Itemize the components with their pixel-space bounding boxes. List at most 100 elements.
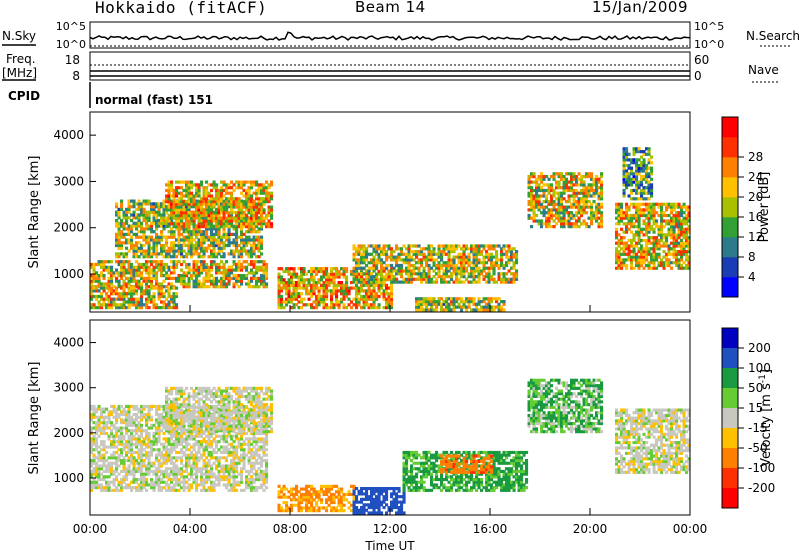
data-cell bbox=[312, 300, 316, 304]
data-cell bbox=[135, 246, 139, 250]
data-cell bbox=[662, 263, 666, 268]
data-cell bbox=[460, 252, 464, 256]
data-cell bbox=[310, 289, 314, 293]
data-cell bbox=[147, 271, 151, 275]
data-cell bbox=[150, 207, 154, 211]
data-cell bbox=[412, 266, 416, 270]
data-cell bbox=[277, 283, 281, 287]
data-cell bbox=[140, 294, 144, 299]
data-cell bbox=[407, 244, 411, 248]
data-cell bbox=[167, 276, 171, 280]
data-cell bbox=[175, 186, 179, 190]
data-cell bbox=[485, 275, 489, 279]
data-cell bbox=[650, 186, 654, 190]
data-cell bbox=[260, 260, 264, 264]
data-cell bbox=[185, 230, 189, 234]
data-cell bbox=[157, 218, 161, 223]
data-cell bbox=[677, 213, 681, 218]
data-cell bbox=[117, 255, 121, 259]
data-cell bbox=[130, 421, 134, 425]
data-cell bbox=[307, 269, 311, 274]
data-cell bbox=[455, 297, 459, 301]
data-cell bbox=[677, 230, 681, 234]
data-cell bbox=[685, 263, 689, 268]
data-cell bbox=[137, 407, 141, 411]
data-cell bbox=[535, 202, 539, 206]
data-cell bbox=[357, 292, 361, 296]
data-cell bbox=[510, 255, 514, 259]
data-cell bbox=[362, 255, 366, 259]
data-cell bbox=[362, 306, 366, 310]
data-cell bbox=[410, 280, 414, 284]
data-cell bbox=[152, 286, 156, 290]
data-cell bbox=[355, 272, 359, 276]
data-cell bbox=[645, 233, 649, 237]
data-cell bbox=[482, 266, 486, 270]
data-cell bbox=[675, 202, 679, 206]
data-cell bbox=[97, 469, 101, 473]
data-cell bbox=[635, 208, 639, 212]
data-cell bbox=[515, 277, 519, 281]
data-cell bbox=[92, 289, 96, 293]
data-cell bbox=[145, 227, 149, 231]
data-cell bbox=[165, 285, 169, 289]
data-cell bbox=[162, 285, 166, 289]
data-cell bbox=[157, 221, 161, 225]
data-cell bbox=[580, 175, 584, 179]
data-cell bbox=[205, 276, 209, 280]
data-cell bbox=[507, 280, 511, 284]
data-cell bbox=[615, 255, 619, 259]
data-cell bbox=[665, 205, 669, 209]
data-cell bbox=[202, 219, 206, 223]
data-cell bbox=[147, 472, 151, 476]
data-cell bbox=[587, 194, 591, 198]
data-cell bbox=[377, 255, 381, 259]
data-cell bbox=[350, 306, 354, 310]
data-cell bbox=[500, 308, 504, 312]
data-cell bbox=[355, 303, 359, 307]
data-cell bbox=[127, 413, 131, 417]
data-cell bbox=[145, 202, 149, 206]
data-cell bbox=[140, 486, 144, 490]
data-cell bbox=[635, 202, 639, 206]
data-cell bbox=[445, 305, 449, 309]
data-cell bbox=[342, 286, 346, 290]
data-cell bbox=[392, 277, 396, 281]
data-cell bbox=[530, 200, 534, 204]
data-cell bbox=[130, 227, 134, 231]
data-cell bbox=[235, 197, 239, 201]
data-cell bbox=[200, 218, 204, 223]
data-cell bbox=[652, 255, 656, 259]
data-cell bbox=[92, 434, 96, 438]
data-cell bbox=[657, 230, 661, 234]
data-cell bbox=[242, 224, 246, 228]
data-cell bbox=[230, 265, 234, 269]
data-cell bbox=[192, 197, 196, 201]
data-cell bbox=[262, 282, 266, 286]
data-cell bbox=[537, 200, 541, 204]
data-cell bbox=[680, 263, 684, 268]
data-cell bbox=[365, 255, 369, 259]
data-cell bbox=[227, 213, 231, 218]
data-cell bbox=[490, 266, 494, 270]
data-cell bbox=[160, 246, 164, 250]
data-cell bbox=[355, 247, 359, 251]
data-cell bbox=[232, 255, 236, 259]
data-cell bbox=[550, 211, 554, 215]
data-cell bbox=[540, 202, 544, 206]
colorbar-tick-label: 12 bbox=[748, 230, 763, 244]
data-cell bbox=[195, 241, 199, 245]
data-cell bbox=[397, 258, 401, 262]
data-cell bbox=[247, 255, 251, 259]
data-cell bbox=[620, 247, 624, 251]
data-cell bbox=[380, 281, 384, 285]
data-cell bbox=[180, 276, 184, 280]
data-cell bbox=[625, 205, 629, 209]
data-cell bbox=[652, 211, 656, 215]
data-cell bbox=[540, 175, 544, 179]
data-cell bbox=[92, 426, 96, 430]
data-cell bbox=[105, 265, 109, 269]
data-cell bbox=[175, 191, 179, 195]
data-cell bbox=[300, 267, 304, 271]
data-cell bbox=[402, 269, 406, 273]
